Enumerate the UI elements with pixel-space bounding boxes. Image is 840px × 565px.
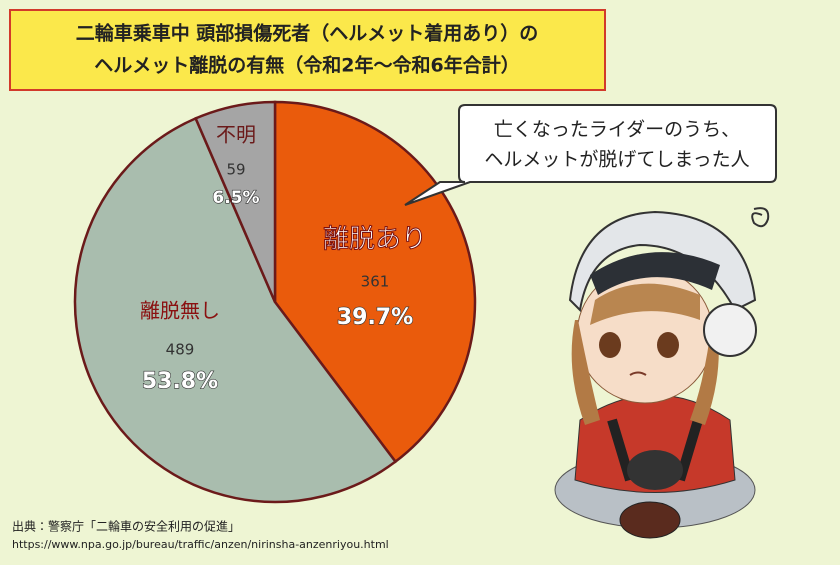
chart-title: 二輪車乗車中 頭部損傷死者（ヘルメット着用あり）の — [76, 22, 539, 45]
pie-slice — [73, 116, 398, 504]
slice-label: 離脱あり — [323, 225, 427, 255]
illustration — [554, 207, 770, 539]
slice-label: 離脱無し — [140, 299, 220, 323]
pie-slice — [194, 100, 277, 303]
slice-value: 361 — [361, 273, 390, 291]
callout-bubble — [404, 104, 777, 206]
source-url: https://www.npa.go.jp/bureau/traffic/anz… — [12, 538, 389, 551]
slice-label: 不明 — [216, 123, 256, 147]
chart-title: ヘルメット離脱の有無（令和2年～令和6年合計） — [94, 54, 519, 77]
slice-share: 6.5% — [212, 188, 259, 208]
slice-value: 489 — [166, 341, 195, 359]
callout-text: 亡くなったライダーのうち、 — [494, 119, 740, 141]
pie: 離脱あり 361 39.7% 離脱無し 489 53.8% 不明 59 6.5% — [73, 100, 477, 504]
source-text: 出典：警察庁「二輪車の安全利用の促進」 — [12, 519, 240, 534]
slice-share: 39.7% — [337, 305, 413, 330]
title-box — [9, 9, 606, 91]
slice-share: 53.8% — [142, 369, 218, 394]
callout-text: ヘルメットが脱げてしまった人 — [484, 149, 749, 171]
slice-value: 59 — [226, 161, 245, 179]
